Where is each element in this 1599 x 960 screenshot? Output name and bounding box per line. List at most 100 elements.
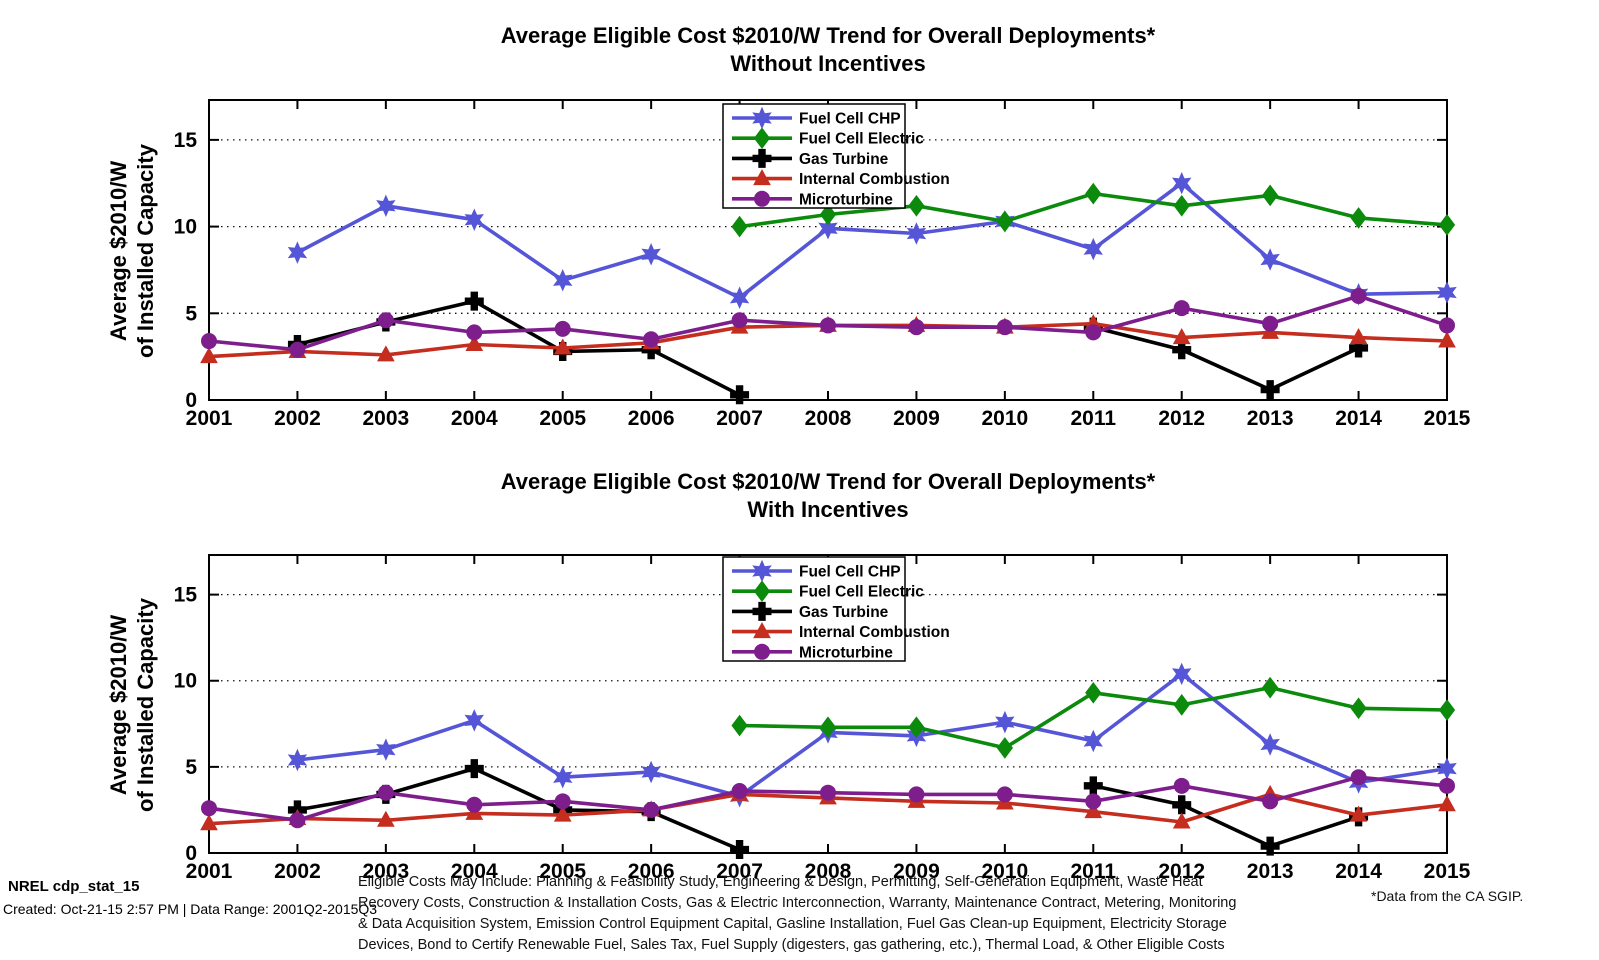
with-incentives-point-microturbine-2001 <box>201 800 218 817</box>
with-incentives-point-fuel-cell-electric-2010 <box>996 737 1013 759</box>
with-incentives-point-microturbine-2004 <box>466 796 483 813</box>
with-incentives-x-tick-2014: 2014 <box>1335 860 1382 883</box>
with-incentives-point-microturbine-2005 <box>554 793 571 810</box>
eligible-costs-footnote: Eligible Costs May Include: Planning & F… <box>358 874 1237 953</box>
with-incentives-legend: Fuel Cell CHP Fuel Cell Electric Gas Turbi… <box>722 556 950 662</box>
chart2-y-axis-label: Average $2010/W of Installed Capacity <box>106 598 158 812</box>
with-incentives-x-tick-2008: 2008 <box>805 860 852 883</box>
created-data-range-label: Created: Oct-21-15 2:57 PM | Data Range:… <box>3 901 378 917</box>
with-incentives-y-tick-0: 0 <box>185 842 197 865</box>
without-incentives-point-microturbine-2012 <box>1173 300 1190 317</box>
without-incentives-legend-label-fuel-cell-chp: Fuel Cell CHP <box>799 111 901 128</box>
without-incentives-legend-label-fuel-cell-electric: Fuel Cell Electric <box>799 131 924 148</box>
without-incentives-x-tick-2009: 2009 <box>893 407 940 430</box>
without-incentives-series-fuel-cell-electric <box>731 182 1456 238</box>
with-incentives-point-gas-turbine-2012 <box>1172 795 1192 815</box>
with-incentives-x-tick-2006: 2006 <box>628 860 675 883</box>
with-incentives-point-microturbine-2006 <box>643 802 660 818</box>
with-incentives-point-microturbine-2012 <box>1173 777 1190 794</box>
with-incentives-point-microturbine-2009 <box>908 786 925 803</box>
without-incentives-point-microturbine-2002 <box>289 341 306 358</box>
without-incentives-x-tick-2002: 2002 <box>274 407 321 430</box>
without-incentives-x-tick-2007: 2007 <box>716 407 763 430</box>
without-incentives-x-tick-2014: 2014 <box>1335 407 1382 430</box>
without-incentives-point-fuel-cell-chp-2015 <box>1437 281 1457 304</box>
with-incentives-point-fuel-cell-electric-2012 <box>1173 694 1190 716</box>
without-incentives-legend-label-internal-combustion: Internal Combustion <box>799 171 950 188</box>
without-incentives-point-microturbine-2011 <box>1085 324 1102 341</box>
with-incentives-point-fuel-cell-chp-2011 <box>1083 729 1103 753</box>
without-incentives-point-internal-combustion-2003 <box>377 345 395 362</box>
with-incentives-x-tick-2004: 2004 <box>451 860 498 883</box>
with-incentives-point-fuel-cell-electric-2011 <box>1085 681 1102 704</box>
with-incentives-point-fuel-cell-electric-2014 <box>1350 697 1367 720</box>
without-incentives-point-fuel-cell-chp-2007 <box>729 286 750 309</box>
without-incentives-x-tick-2003: 2003 <box>362 407 409 430</box>
without-incentives-point-fuel-cell-chp-2005 <box>553 269 573 292</box>
without-incentives-point-fuel-cell-electric-2010 <box>996 210 1013 233</box>
with-incentives-plot: 2001 2002 2003 2004 2005 2006 2007 2008 2009 2010… <box>174 554 1471 883</box>
with-incentives-series-fuel-cell-chp <box>287 662 1457 808</box>
with-incentives-x-tick-2013: 2013 <box>1247 860 1294 883</box>
without-incentives-point-microturbine-2009 <box>908 319 925 336</box>
without-incentives-series-fuel-cell-chp <box>287 171 1457 309</box>
with-incentives-x-tick-2012: 2012 <box>1158 860 1205 883</box>
with-incentives-point-fuel-cell-electric-2015 <box>1438 699 1456 721</box>
with-incentives-point-fuel-cell-chp-2012 <box>1172 662 1192 686</box>
without-incentives-plot: 2001 2002 2003 2004 2005 2006 2007 2008 2009 2010… <box>174 99 1471 430</box>
with-incentives-x-tick-2011: 2011 <box>1071 860 1117 883</box>
without-incentives-point-microturbine-2003 <box>377 312 394 329</box>
with-incentives-point-fuel-cell-chp-2004 <box>464 709 484 732</box>
with-incentives-point-gas-turbine-2013 <box>1260 836 1280 856</box>
with-incentives-legend-marker-microturbine <box>754 643 771 660</box>
with-incentives-point-internal-combustion-2005 <box>553 805 572 822</box>
without-incentives-point-microturbine-2014 <box>1350 288 1367 304</box>
with-incentives-y-tick-5: 5 <box>185 756 197 779</box>
with-incentives-series-microturbine <box>201 769 1456 829</box>
with-incentives-point-microturbine-2002 <box>289 812 306 829</box>
with-incentives-point-microturbine-2011 <box>1085 793 1102 810</box>
without-incentives-point-fuel-cell-chp-2002 <box>287 241 308 264</box>
with-incentives-point-fuel-cell-electric-2007 <box>731 714 748 737</box>
with-incentives-series-gas-turbine <box>287 759 1369 860</box>
with-incentives-legend-marker-gas-turbine <box>752 601 772 621</box>
with-incentives-legend-marker-fuel-cell-electric <box>753 580 771 603</box>
with-incentives-point-microturbine-2008 <box>820 784 837 801</box>
without-incentives-y-tick-15: 15 <box>174 129 198 152</box>
with-incentives-x-tick-2003: 2003 <box>362 860 409 883</box>
without-incentives-point-internal-combustion-2004 <box>465 334 484 352</box>
without-incentives-point-fuel-cell-chp-2003 <box>376 194 396 218</box>
with-incentives-point-internal-combustion-2001 <box>200 814 218 831</box>
without-incentives-legend-label-gas-turbine: Gas Turbine <box>799 151 889 168</box>
without-incentives-legend-label-microturbine: Microturbine <box>799 191 893 208</box>
without-incentives-x-tick-2005: 2005 <box>539 407 586 430</box>
chart2-subtitle: With Incentives <box>747 497 909 522</box>
with-incentives-x-tick-2005: 2005 <box>539 860 586 883</box>
chart1-y-axis-label: Average $2010/W of Installed Capacity <box>106 144 158 358</box>
data-source-footnote: *Data from the CA SGIP. <box>1371 888 1524 904</box>
without-incentives-x-tick-2011: 2011 <box>1071 407 1117 430</box>
with-incentives-point-fuel-cell-electric-2013 <box>1262 676 1279 699</box>
without-incentives-x-tick-2015: 2015 <box>1424 407 1471 430</box>
with-incentives-point-internal-combustion-2003 <box>377 810 395 827</box>
without-incentives-point-internal-combustion-2001 <box>200 347 218 364</box>
without-incentives-x-tick-2012: 2012 <box>1158 407 1205 430</box>
without-incentives-point-fuel-cell-chp-2011 <box>1083 237 1103 261</box>
without-incentives-legend-marker-internal-combustion <box>753 169 771 186</box>
without-incentives-point-fuel-cell-chp-2008 <box>818 217 838 240</box>
without-incentives-y-tick-5: 5 <box>185 302 197 325</box>
with-incentives-legend-label-internal-combustion: Internal Combustion <box>799 624 950 641</box>
without-incentives-point-gas-turbine-2012 <box>1172 340 1192 360</box>
with-incentives-point-fuel-cell-chp-2010 <box>995 710 1015 734</box>
with-incentives-legend-label-microturbine: Microturbine <box>799 644 893 661</box>
without-incentives-point-gas-turbine-2013 <box>1260 380 1280 400</box>
with-incentives-point-internal-combustion-2015 <box>1438 795 1456 812</box>
with-incentives-point-fuel-cell-electric-2009 <box>908 716 925 739</box>
with-incentives-x-tick-2001: 2001 <box>186 860 233 883</box>
with-incentives-x-tick-2007: 2007 <box>716 860 763 883</box>
with-incentives-point-gas-turbine-2007 <box>730 840 750 860</box>
with-incentives-point-microturbine-2015 <box>1439 777 1456 794</box>
without-incentives-point-fuel-cell-chp-2006 <box>641 243 661 266</box>
